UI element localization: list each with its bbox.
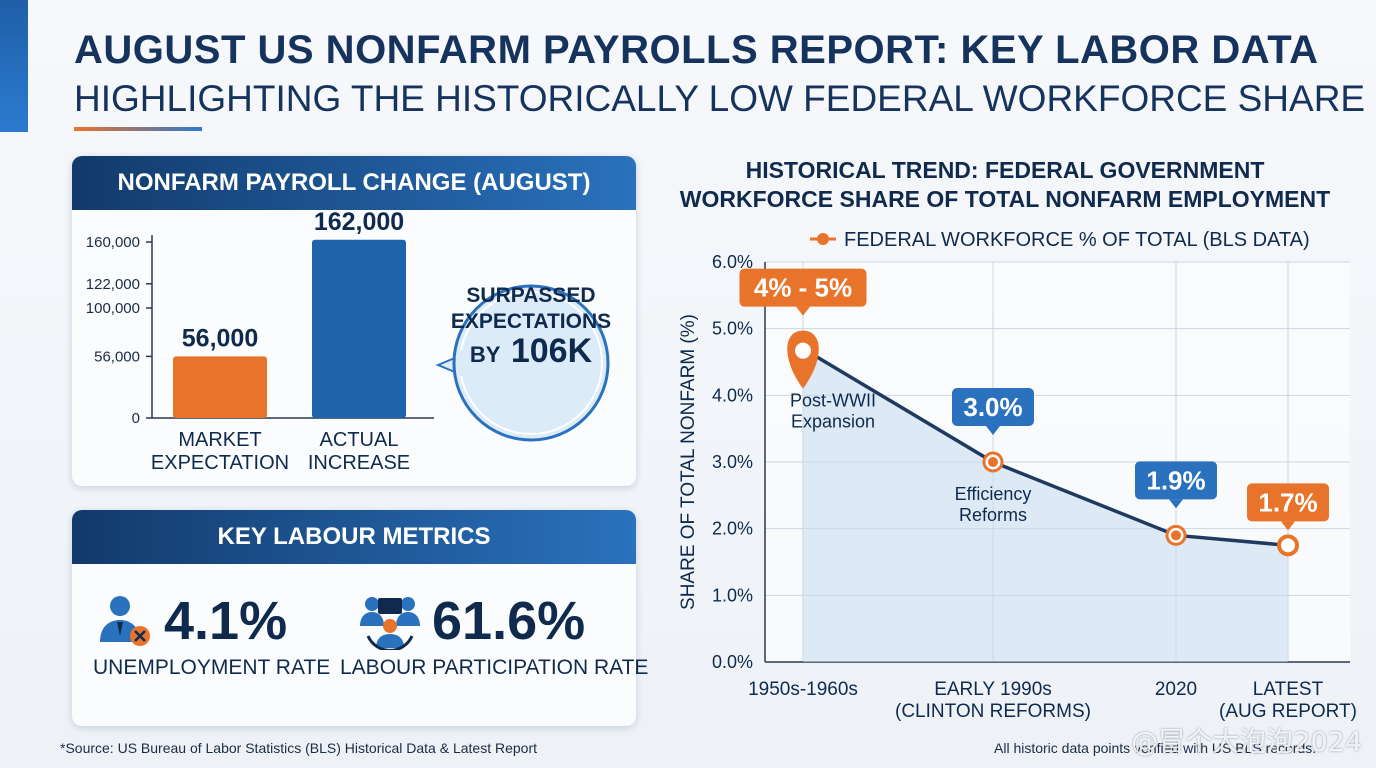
bar-category-label: INCREASE (308, 452, 410, 474)
bar-category-label: MARKET (178, 429, 261, 451)
line-point-label: 1.7% (1258, 487, 1317, 517)
line-annotation: Reforms (959, 505, 1027, 525)
bar-y-tick-label: 56,000 (94, 348, 140, 365)
svg-text:BY 106K: BY 106K (470, 332, 593, 370)
line-point-marker-core (1171, 530, 1181, 541)
line-x-tick-label: (AUG REPORT) (1219, 701, 1357, 722)
verification-note: All historic data points verified with U… (994, 740, 1317, 756)
payroll-panel-heading: NONFARM PAYROLL CHANGE (AUGUST) (72, 156, 636, 210)
line-x-tick-label: LATEST (1253, 679, 1324, 700)
line-point-marker (795, 342, 811, 359)
line-point-marker (1277, 534, 1299, 557)
header-accent-bar (0, 0, 28, 132)
line-x-tick-label: 1950s-1960s (748, 679, 858, 700)
legend-label: FEDERAL WORKFORCE % OF TOTAL (BLS DATA) (844, 229, 1310, 251)
line-x-tick-label: EARLY 1990s (934, 679, 1052, 700)
title-underline (74, 127, 202, 131)
line-x-tick-label: (CLINTON REFORMS) (895, 701, 1091, 722)
payroll-panel: NONFARM PAYROLL CHANGE (AUGUST) 160,000 1… (72, 156, 636, 486)
line-point-callout (739, 268, 867, 307)
line-point-callout (1135, 461, 1217, 500)
line-point-callout-pointer (796, 306, 810, 316)
line-series-path (802, 347, 1289, 548)
participation-value: 61.6% (432, 591, 586, 651)
line-annotation: Efficiency (955, 484, 1032, 504)
bar-data-label: 56,000 (182, 324, 258, 352)
line-y-tick-label: 3.0% (712, 452, 753, 472)
line-point-callout-pointer (986, 426, 1000, 435)
bar-data-label: 162,000 (314, 208, 404, 236)
bubble-line-2: EXPECTATIONS (451, 310, 611, 333)
line-point-label: 3.0% (963, 392, 1022, 422)
federal-chart-title-line-1: HISTORICAL TREND: FEDERAL GOVERNMENT (745, 157, 1265, 183)
worker-icon (100, 596, 150, 646)
payroll-bar-chart: 160,000 122,000 100,000 56,000 0 56,000 MARKET… (86, 208, 611, 474)
bar-category-label: ACTUAL (320, 429, 399, 451)
line-point-callout-pointer (1169, 499, 1183, 509)
unemployment-label: UNEMPLOYMENT RATE (93, 656, 331, 679)
group-participation-icon (360, 597, 420, 650)
line-annotation: Expansion (791, 412, 875, 432)
bar-y-tick-label: 0 (132, 410, 140, 427)
federal-share-line-chart: 0.0% 1.0% 2.0% 3.0% 4.0% 5.0% 6.0% SHARE OF TOT… (678, 229, 1357, 722)
line-y-tick-label: 5.0% (712, 319, 753, 339)
bubble-line-3b: 106K (511, 332, 593, 370)
legend-marker (817, 233, 829, 245)
metrics-panel: KEY LABOUR METRICS 4.1% UNEMPLOYMENT RAT… (72, 510, 648, 726)
surpassed-bubble: SURPASSED EXPECTATIONS BY 106K (435, 284, 611, 442)
line-point-callout (1247, 483, 1329, 522)
metrics-panel-heading: KEY LABOUR METRICS (72, 510, 636, 564)
unemployment-value: 4.1% (164, 591, 288, 651)
line-point-label: 1.9% (1146, 465, 1205, 495)
bar-market-expectation (173, 356, 267, 418)
bar-category-label: EXPECTATION (151, 452, 289, 474)
line-point-callout-pointer (1281, 521, 1295, 531)
line-point-marker-core (988, 457, 998, 467)
line-area-fill (803, 348, 1288, 662)
participation-label: LABOUR PARTICIPATION RATE (340, 656, 649, 679)
line-y-tick-label: 6.0% (712, 252, 753, 272)
unemployment-metric: 4.1% (96, 590, 287, 652)
bar-y-tick-label: 160,000 (86, 234, 140, 251)
participation-metric: 61.6% (358, 590, 585, 652)
bar-y-tick-label: 122,000 (86, 276, 140, 293)
bar-y-tick-label: 100,000 (86, 300, 140, 317)
bubble-line-1: SURPASSED (466, 284, 595, 307)
page-title: AUGUST US NONFARM PAYROLLS REPORT: KEY L… (74, 28, 1319, 72)
line-point-pin (787, 330, 819, 389)
bar-actual-increase (312, 239, 406, 418)
source-footnote: *Source: US Bureau of Labor Statistics (… (60, 740, 537, 756)
line-y-tick-label: 2.0% (712, 519, 753, 539)
line-point-callout (952, 388, 1034, 426)
line-y-tick-label: 0.0% (712, 652, 753, 672)
bubble-line-3a: BY (470, 342, 501, 367)
line-annotation: Post-WWII (790, 391, 876, 411)
line-x-tick-label: 2020 (1155, 679, 1197, 700)
line-y-axis-title: SHARE OF TOTAL NONFARM (%) (678, 314, 699, 610)
line-y-tick-label: 4.0% (712, 385, 753, 405)
page-subtitle: HIGHLIGHTING THE HISTORICALLY LOW FEDERA… (74, 78, 1366, 119)
line-y-tick-label: 1.0% (712, 585, 753, 605)
line-point-label: 4% - 5% (754, 273, 852, 303)
watermark: @冒个大泡泡2024 (1131, 727, 1362, 758)
federal-chart-title-line-2: WORKFORCE SHARE OF TOTAL NONFARM EMPLOYM… (679, 186, 1331, 212)
